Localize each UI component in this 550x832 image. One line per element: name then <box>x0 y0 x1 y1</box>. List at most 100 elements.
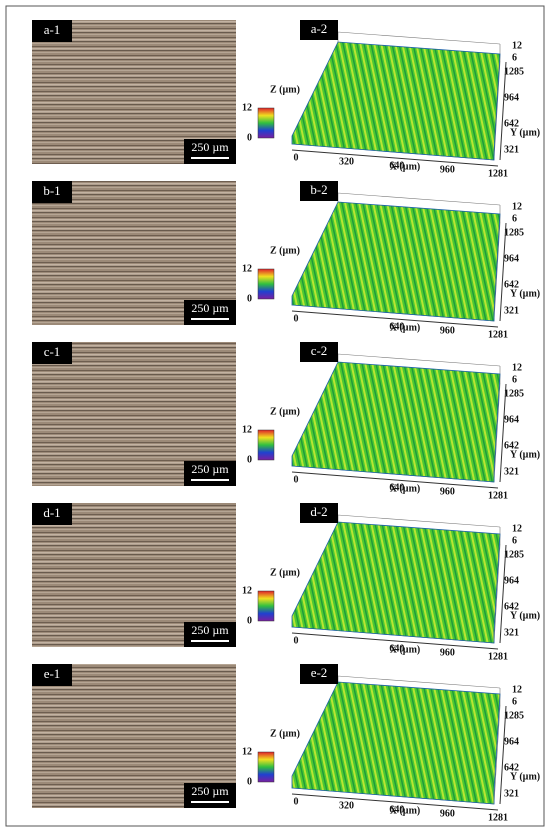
box-edge <box>337 31 501 45</box>
y-tick: 1285 <box>504 227 524 238</box>
x-axis-label: X (µm) <box>390 644 420 655</box>
z-axis-label: Z (µm) <box>270 245 300 256</box>
panel-label: a-1 <box>44 22 61 37</box>
colorbar-tick: 12 <box>242 263 252 274</box>
z-tick: 6 <box>512 52 517 63</box>
label-box <box>32 664 72 686</box>
box-edge <box>337 192 501 206</box>
z-axis-label: Z (µm) <box>270 567 300 578</box>
colorbar-tick: 0 <box>247 132 252 143</box>
colorbar-tick: 0 <box>247 293 252 304</box>
colorbar <box>257 590 275 622</box>
y-tick: 1285 <box>504 710 524 721</box>
z-axis-label: Z (µm) <box>270 728 300 739</box>
x-tick: 640 <box>389 804 404 815</box>
y-tick: 964 <box>504 414 519 425</box>
y-tick: 1285 <box>504 388 524 399</box>
x-tick: 0 <box>294 313 299 324</box>
box-edge <box>337 353 501 367</box>
x-tick: 640 <box>389 160 404 171</box>
label-box <box>32 20 72 42</box>
scale-bar-label: 250 µm <box>191 462 229 476</box>
y-tick: 642 <box>504 118 519 129</box>
colorbar-tick: 0 <box>247 454 252 465</box>
y-tick: 1285 <box>504 66 524 77</box>
y-axis <box>499 544 507 644</box>
scale-box <box>184 139 236 164</box>
y-tick: 321 <box>504 305 519 316</box>
panel-label: a-2 <box>311 21 328 36</box>
scale-box <box>184 461 236 486</box>
label-box <box>300 20 338 40</box>
scale-bar-label: 250 µm <box>191 623 229 637</box>
z-tick: 6 <box>512 213 517 224</box>
x-tick: 960 <box>440 325 455 336</box>
x-tick: 1281 <box>488 168 508 179</box>
colorbar-tick: 12 <box>242 102 252 113</box>
y-axis-label: Y (µm) <box>510 288 540 299</box>
surface <box>291 41 501 161</box>
x-axis <box>291 310 499 328</box>
y-axis-label: Y (µm) <box>510 449 540 460</box>
colorbar-tick: 12 <box>242 746 252 757</box>
panel-label: d-2 <box>310 504 327 519</box>
z-tick: 12 <box>512 40 522 51</box>
y-tick: 964 <box>504 736 519 747</box>
x-axis <box>291 149 499 167</box>
y-axis-label: Y (µm) <box>510 771 540 782</box>
colorbar-tick: 0 <box>247 776 252 787</box>
colorbar-tick: 0 <box>247 615 252 626</box>
x-axis <box>291 471 499 489</box>
x-tick: 960 <box>440 808 455 819</box>
y-tick: 321 <box>504 788 519 799</box>
scale-box <box>184 783 236 808</box>
z-axis-label: Z (µm) <box>270 406 300 417</box>
x-axis-label: X (µm) <box>390 805 420 816</box>
panel-label: b-2 <box>310 182 327 197</box>
label-box <box>32 503 72 525</box>
y-tick: 964 <box>504 253 519 264</box>
scale-box <box>184 300 236 325</box>
panel-label: e-1 <box>44 666 61 681</box>
y-tick: 321 <box>504 627 519 638</box>
y-tick: 964 <box>504 575 519 586</box>
surface <box>291 361 501 483</box>
x-axis-label: X (µm) <box>390 322 420 333</box>
x-tick: 960 <box>440 647 455 658</box>
x-tick: 320 <box>339 800 354 811</box>
colorbar-tick: 12 <box>242 424 252 435</box>
scale-bar-label: 250 µm <box>191 140 229 154</box>
y-tick: 642 <box>504 279 519 290</box>
x-tick: 1281 <box>488 329 508 340</box>
panel-label: d-1 <box>43 505 60 520</box>
label-box <box>32 181 72 203</box>
colorbar <box>257 268 275 300</box>
y-axis <box>499 222 507 322</box>
surface <box>291 201 501 322</box>
x-tick: 640 <box>389 321 404 332</box>
x-tick: 640 <box>389 643 404 654</box>
y-tick: 321 <box>504 144 519 155</box>
panel-label: c-1 <box>44 344 61 359</box>
box-edge <box>337 675 501 689</box>
x-axis <box>291 793 499 811</box>
panel-label: b-1 <box>43 183 60 198</box>
y-axis <box>499 61 507 161</box>
y-tick: 642 <box>504 440 519 451</box>
x-tick: 0 <box>294 152 299 163</box>
colorbar <box>257 107 275 139</box>
colorbar-tick: 12 <box>242 585 252 596</box>
label-box <box>300 181 338 201</box>
x-tick: 320 <box>339 156 354 167</box>
colorbar <box>257 429 275 461</box>
x-tick: 960 <box>440 486 455 497</box>
label-box <box>300 664 338 684</box>
y-tick: 321 <box>504 466 519 477</box>
scale-bar-label: 250 µm <box>191 784 229 798</box>
y-axis-label: Y (µm) <box>510 127 540 138</box>
x-tick: 1281 <box>488 490 508 501</box>
x-tick: 0 <box>294 796 299 807</box>
colorbar <box>257 751 275 783</box>
label-box <box>300 503 338 523</box>
